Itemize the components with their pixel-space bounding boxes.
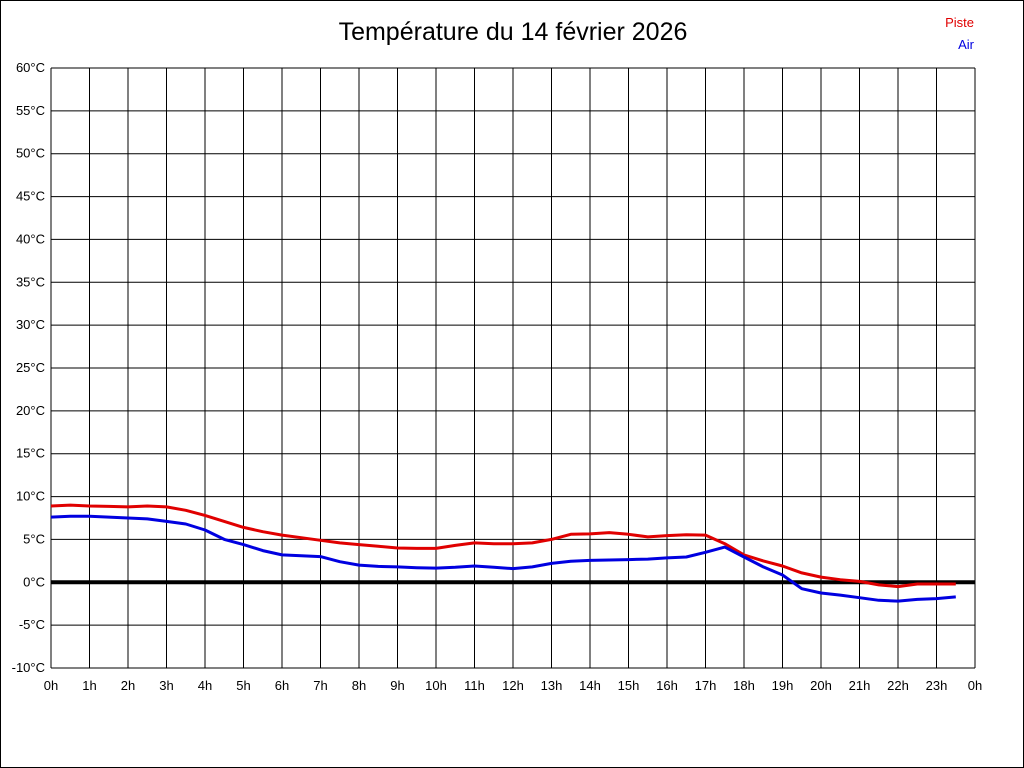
x-tick-label: 15h [618,678,640,693]
x-tick-label: 0h [968,678,982,693]
chart-legend: Piste Air [945,12,974,56]
x-tick-label: 0h [44,678,58,693]
x-tick-label: 20h [810,678,832,693]
y-tick-label: 45°C [16,189,45,204]
x-tick-label: 21h [849,678,871,693]
y-tick-label: -10°C [12,660,45,675]
x-tick-label: 8h [352,678,366,693]
x-tick-label: 14h [579,678,601,693]
x-tick-label: 2h [121,678,135,693]
x-tick-label: 11h [464,678,485,693]
x-tick-label: 12h [502,678,524,693]
y-tick-label: 55°C [16,103,45,118]
y-tick-label: 50°C [16,146,45,161]
y-tick-label: -5°C [19,617,45,632]
x-tick-label: 23h [926,678,948,693]
x-tick-label: 10h [425,678,447,693]
x-tick-label: 7h [313,678,327,693]
x-tick-label: 17h [695,678,717,693]
y-tick-label: 35°C [16,274,45,289]
x-tick-label: 19h [772,678,794,693]
x-tick-label: 13h [541,678,563,693]
x-tick-label: 9h [390,678,404,693]
y-tick-label: 25°C [16,360,45,375]
y-tick-label: 30°C [16,317,45,332]
y-tick-label: 20°C [16,403,45,418]
y-tick-label: 40°C [16,231,45,246]
x-tick-label: 16h [656,678,678,693]
x-tick-label: 6h [275,678,289,693]
y-tick-label: 60°C [16,60,45,75]
x-tick-label: 3h [159,678,173,693]
x-tick-label: 1h [82,678,96,693]
chart-title: Température du 14 février 2026 [338,18,688,46]
y-tick-label: 5°C [23,531,45,546]
legend-item-piste: Piste [945,15,974,30]
y-tick-label: 15°C [16,446,45,461]
y-tick-label: 0°C [23,574,45,589]
x-tick-label: 4h [198,678,212,693]
legend-item-air: Air [958,37,974,52]
series-line-air [50,514,956,603]
series-line-piste [50,503,956,589]
x-tick-label: 22h [887,678,909,693]
y-tick-label: 10°C [16,489,45,504]
x-tick-label: 18h [733,678,755,693]
x-tick-label: 5h [236,678,250,693]
